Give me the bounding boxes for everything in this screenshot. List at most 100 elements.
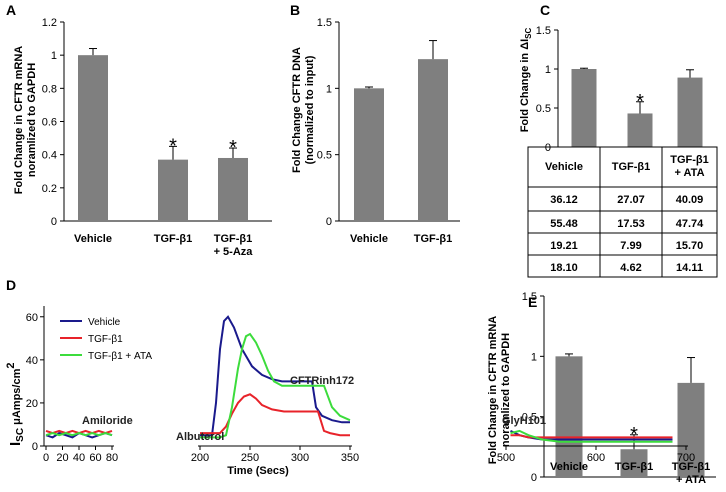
x-tick-label-d: 0 <box>43 452 49 464</box>
table-border <box>527 146 718 278</box>
annotation-d: CFTRinh172 <box>290 375 354 387</box>
panel-letter-e: E <box>528 294 537 310</box>
category-label-e: Vehicle <box>550 461 588 473</box>
y-axis-label-part-d: 2 <box>5 362 17 368</box>
y-tick-label-d: 20 <box>26 398 38 410</box>
table-cell: 19.21 <box>550 240 578 252</box>
bar-b-1 <box>418 59 448 221</box>
series-line-vehicle <box>200 315 350 437</box>
bar-a-0 <box>78 55 108 221</box>
category-label-a: + 5-Aza <box>214 246 254 258</box>
panel-letter-c: C <box>540 2 550 18</box>
y-axis-label-b: Fold Change CFTR DNA <box>291 47 303 173</box>
y-axis-label-e: noramlized to GAPDH <box>500 333 512 447</box>
y-axis-label-a: Fold Change in CFTR mRNA <box>13 46 25 195</box>
table-cell: 27.07 <box>617 194 645 206</box>
category-label-e: TGF-β1 <box>672 461 711 473</box>
y-tick-label-b: 1 <box>326 83 332 95</box>
y-axis-label-c: Fold Change in ΔISC <box>519 27 533 132</box>
bar-c-0 <box>571 69 597 147</box>
y-tick-label-b: 1.5 <box>317 17 332 29</box>
y-tick-label-a: 0.4 <box>42 150 57 162</box>
significance-star-a-2: * <box>229 137 237 159</box>
bar-e-2 <box>677 382 705 477</box>
y-tick-label-d: 60 <box>26 312 38 324</box>
table-cell: 4.62 <box>620 262 641 274</box>
legend-label-d: Vehicle <box>88 317 121 328</box>
bar-c-2 <box>677 77 703 147</box>
y-axis-label-main-c: Fold Change in ΔI <box>519 39 531 132</box>
y-axis-label-part-d: I <box>7 442 24 446</box>
y-tick-label-a: 0.2 <box>42 183 57 195</box>
y-tick-label-b: 0.5 <box>317 150 332 162</box>
x-tick-label-d: 250 <box>241 452 259 464</box>
table-cell: 47.74 <box>676 218 704 230</box>
y-axis-label-b: (normalized to input) <box>304 55 316 164</box>
legend-label-d: TGF-β1 <box>88 334 123 345</box>
series-line-tgf <box>510 434 673 439</box>
category-label-a: TGF-β1 <box>214 233 253 245</box>
table-cell: 36.12 <box>550 194 578 206</box>
y-axis-label-part-d: μAmps/cm <box>11 368 23 428</box>
y-axis-label-d: ISC μAmps/cm2 <box>5 362 26 446</box>
annotation-d: Amiloride <box>82 415 133 427</box>
x-tick-label-d: 350 <box>341 452 359 464</box>
bar-c-1 <box>627 113 653 147</box>
y-tick-label-c: 0.5 <box>536 103 551 115</box>
series-line-tgf <box>200 393 350 437</box>
table-cell: 55.48 <box>550 218 578 230</box>
y-axis-label-e: Fold Change in CFTR mRNA <box>487 316 499 465</box>
x-tick-label-d: 600 <box>587 452 605 464</box>
series-line-tgf-ata <box>45 432 113 437</box>
panel-e: E 0 0.5 1 1.5 Fold Change in CFTR mRNA noramli… <box>487 291 716 486</box>
y-tick-label-e: 1.5 <box>522 291 537 303</box>
x-tick-label-d: 500 <box>497 452 515 464</box>
y-tick-label-a: 0.6 <box>42 117 57 129</box>
table-header-cell: Vehicle <box>545 161 583 173</box>
series-line-tgf-ata <box>510 429 673 443</box>
table-cell: 7.99 <box>620 240 641 252</box>
category-label-e: TGF-β1 <box>615 461 654 473</box>
panel-a: A 0 0.2 0.4 0.6 0.8 1 1.2 Fold Change in CFTR mR… <box>6 2 272 258</box>
bar-a-2 <box>218 157 248 221</box>
x-tick-label-d: 80 <box>106 452 118 464</box>
annotation-d: Albuterol <box>176 431 224 443</box>
y-tick-label-e: 0.5 <box>522 412 537 424</box>
panel-letter-d: D <box>6 277 16 293</box>
x-tick-label-d: 60 <box>89 452 101 464</box>
category-label-e: + ATA <box>676 474 706 486</box>
y-tick-label-d: 0 <box>32 441 38 453</box>
y-tick-label-a: 1 <box>51 50 57 62</box>
table-cell: 40.09 <box>676 194 704 206</box>
annotation-d: GlyH101 <box>502 415 546 427</box>
y-tick-label-a: 0 <box>51 216 57 228</box>
y-tick-label-d: 40 <box>26 355 38 367</box>
category-label-b: Vehicle <box>350 233 388 245</box>
y-tick-label-b: 0 <box>326 216 332 228</box>
x-tick-label-d: 200 <box>191 452 209 464</box>
table-cell: 17.53 <box>617 218 645 230</box>
y-tick-label-e: 0 <box>531 472 537 484</box>
x-tick-label-d: 40 <box>73 452 85 464</box>
category-label-a: TGF-β1 <box>154 233 193 245</box>
panel-letter-b: B <box>290 2 300 18</box>
series-line-tgf-ata <box>200 332 351 439</box>
significance-star-a-1: * <box>169 135 177 157</box>
bar-e-0 <box>555 356 583 477</box>
x-tick-label-d: 700 <box>677 452 695 464</box>
table-header-cell: TGF-β1 <box>670 154 709 166</box>
y-tick-label-e: 1 <box>531 351 537 363</box>
y-axis-label-part-d: SC <box>15 428 26 442</box>
table-cell: 15.70 <box>676 240 704 252</box>
bar-b-0 <box>354 88 384 221</box>
bar-a-1 <box>158 159 188 221</box>
table-cell: 18.10 <box>550 262 578 274</box>
x-axis-label-d: Time (Secs) <box>227 465 289 477</box>
panel-letter-a: A <box>6 2 16 18</box>
category-label-a: Vehicle <box>74 233 112 245</box>
category-label-b: TGF-β1 <box>414 233 453 245</box>
legend-label-d: TGF-β1 + ATA <box>88 351 152 362</box>
